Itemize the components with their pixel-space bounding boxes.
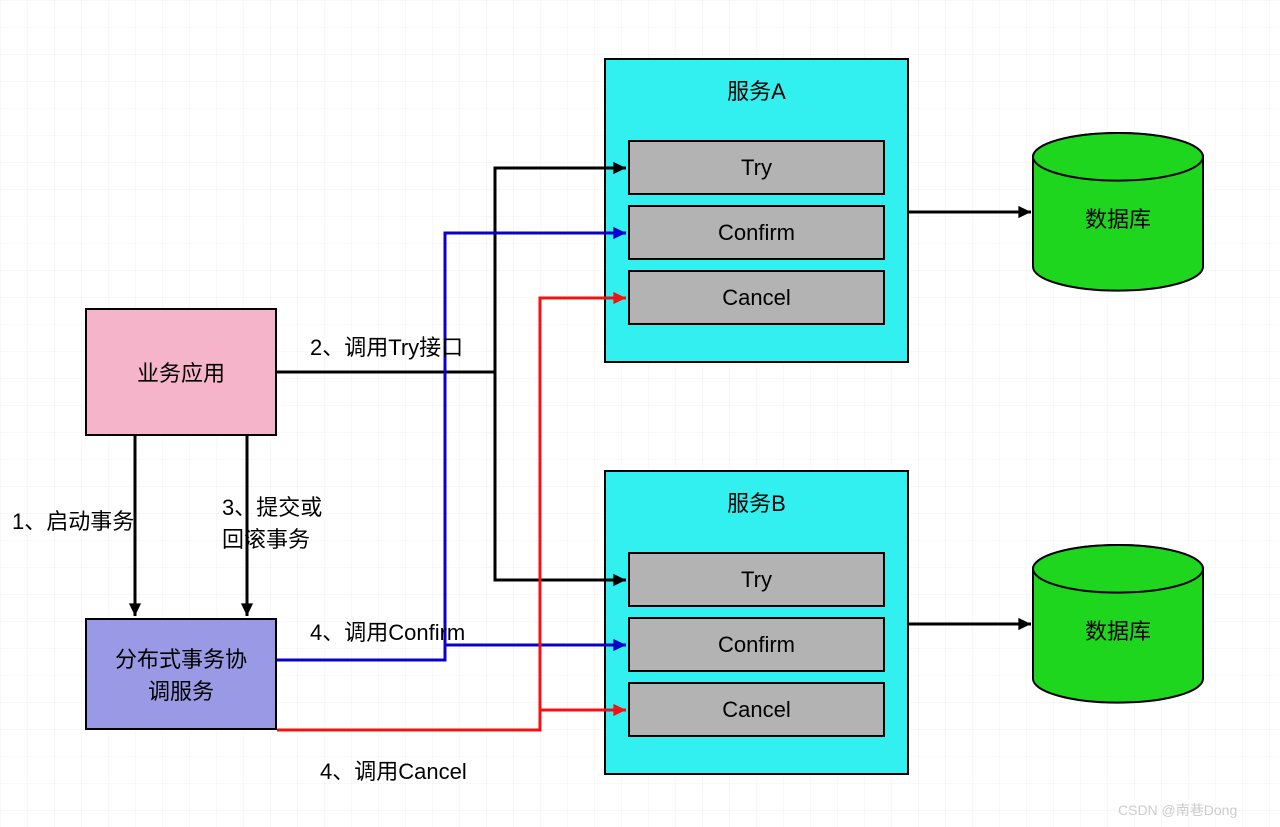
edge-label-cancel: 4、调用Cancel [320,754,467,786]
service-b-confirm: Confirm [628,617,885,672]
svg-text:数据库: 数据库 [1085,207,1151,232]
service-a-try-label: Try [741,155,772,181]
service-a-cancel: Cancel [628,270,885,325]
service-a-confirm: Confirm [628,205,885,260]
container-service-a-title: 服务A [606,74,907,106]
service-a-confirm-label: Confirm [718,220,795,246]
container-service-b-title: 服务B [606,486,907,518]
diagram-canvas: 业务应用 分布式事务协 调服务 服务A Try Confirm Cancel 服… [0,0,1280,827]
service-a-try: Try [628,140,885,195]
node-business-app: 业务应用 [85,308,277,436]
service-a-cancel-label: Cancel [722,285,790,311]
service-b-try-label: Try [741,567,772,593]
node-coordinator: 分布式事务协 调服务 [85,618,277,730]
edge-label-start: 1、启动事务 [12,504,134,536]
edge-label-confirm: 4、调用Confirm [310,615,465,647]
node-business-app-label: 业务应用 [137,356,225,388]
edge-label-try: 2、调用Try接口 [310,330,463,362]
watermark: CSDN @南巷Dong [1118,800,1237,820]
svg-text:数据库: 数据库 [1085,619,1151,644]
edge-label-commit: 3、提交或 回滚事务 [222,490,322,554]
database-b: 数据库 [1030,542,1206,706]
service-b-cancel-label: Cancel [722,697,790,723]
service-b-confirm-label: Confirm [718,632,795,658]
service-b-cancel: Cancel [628,682,885,737]
database-a: 数据库 [1030,130,1206,294]
node-coordinator-label: 分布式事务协 调服务 [115,642,247,706]
service-b-try: Try [628,552,885,607]
